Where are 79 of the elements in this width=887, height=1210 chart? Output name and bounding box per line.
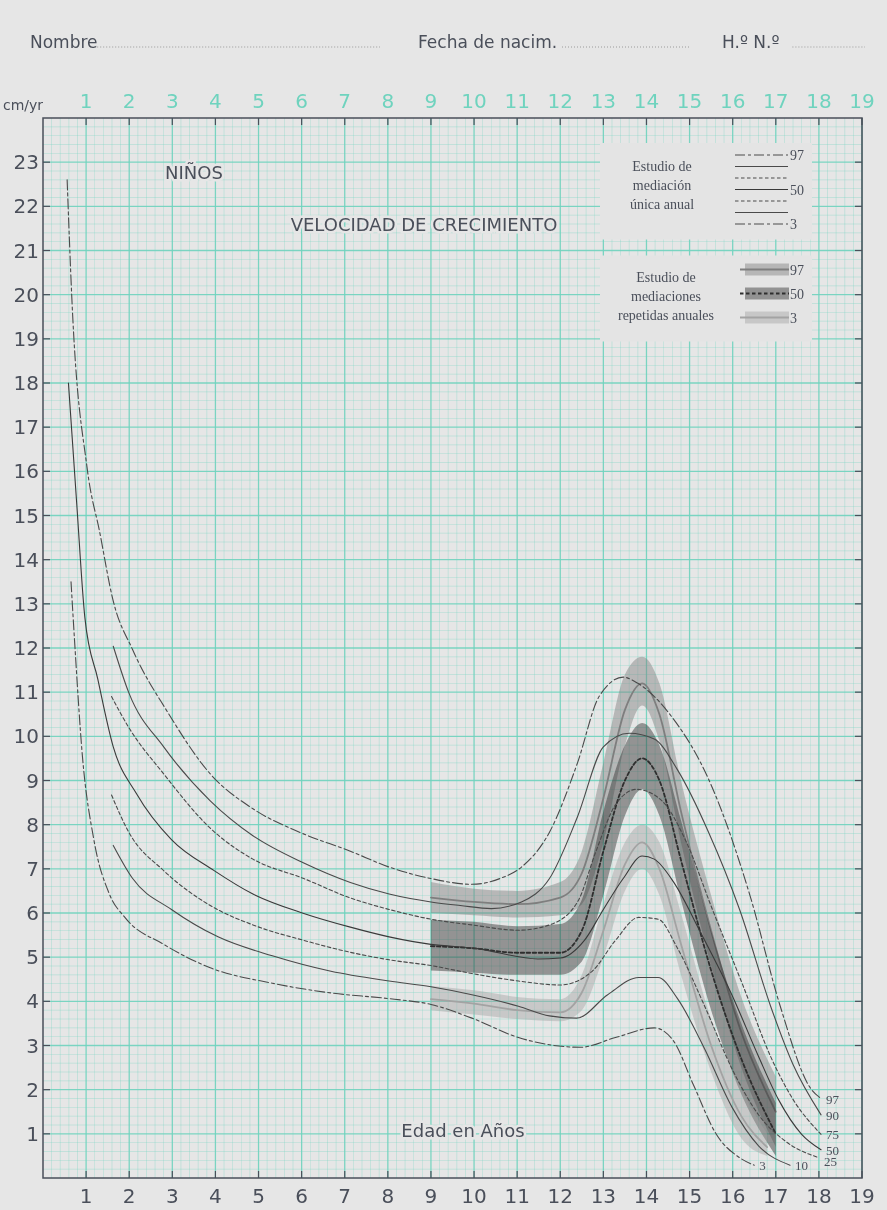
x-tick-label: 7 [338,89,352,113]
y-tick-label: 7 [26,856,39,881]
x-tick-label: 2 [122,89,136,113]
y-tick-label: 22 [13,194,39,219]
y-tick-label: 17 [13,415,39,440]
x-tick-label: 12 [547,89,573,113]
x-tick-label: 6 [295,89,308,113]
x2-tick-label: 4 [209,1184,222,1208]
y-tick-label: 20 [13,282,39,307]
y-tick-label: 8 [26,812,39,837]
series-label: 75 [826,1127,840,1143]
y-axis-title: cm/yr [3,97,44,113]
x2-tick-label: 3 [165,1184,179,1208]
legend-label: 97 [790,148,804,163]
x2-tick-label: 9 [424,1184,438,1208]
x-tick-label: 16 [719,89,746,113]
text: 97 [826,1091,840,1107]
legend-label: 3 [790,217,797,232]
x2-tick-label: 15 [676,1184,703,1208]
x2-tick-label: 10 [461,1184,487,1208]
y-tick-label: 6 [26,901,39,925]
legend-label: 50 [790,286,804,302]
x-tick-label: 1 [79,89,93,113]
x-tick-label: 5 [252,89,265,113]
y-tick-label: 2 [26,1077,39,1102]
x2-tick-label: 6 [295,1184,308,1208]
x-tick-label: 14 [633,89,660,113]
y-tick-label: 18 [13,371,39,395]
y-tick-label: 13 [13,591,39,616]
x-tick-label: 3 [165,89,179,113]
text: 50 [826,1142,840,1158]
annotation: Estudio de mediaciones repetidas anuales [617,269,715,323]
y-tick-label: 12 [13,636,39,660]
text: Nombre [30,32,98,52]
x-tick-label: 10 [461,89,487,113]
legend-label: 97 [790,262,804,278]
y-tick-label: 9 [26,768,39,793]
x2-tick-label: 16 [719,1184,746,1208]
series-label: 10 [795,1158,809,1174]
y-tick-label: 21 [13,238,39,263]
x2-tick-label: 8 [381,1184,395,1208]
x-tick-label: 19 [849,89,875,113]
x2-tick-label: 19 [849,1184,875,1208]
series-label: 90 [826,1107,840,1123]
legend-label: 50 [790,182,804,198]
y-tick-label: 23 [13,150,39,175]
x-tick-label: 4 [209,89,222,113]
y-tick-label: 11 [13,680,39,705]
text: Fecha de nacim. [418,32,558,52]
y-tick-label: 4 [26,989,39,1014]
x2-tick-label: 11 [504,1184,530,1208]
x2-tick-label: 5 [252,1184,265,1208]
x2-tick-label: 14 [633,1184,660,1208]
y-tick-label: 19 [13,326,39,351]
x2-tick-label: 17 [763,1184,789,1208]
text: H.º N.º [722,32,780,52]
text: 3 [759,1158,766,1174]
x2-tick-label: 12 [547,1184,573,1208]
x2-tick-label: 7 [338,1184,352,1208]
x-tick-label: 9 [424,89,438,113]
x2-tick-label: 2 [122,1184,136,1208]
annotation: Estudio de mediación única anual [629,159,695,212]
y-tick-label: 10 [13,724,39,749]
x-tick-label: 15 [676,89,703,113]
x-tick-label: 8 [381,89,395,113]
x2-tick-label: 18 [806,1184,832,1208]
y-tick-label: 15 [13,503,39,528]
y-tick-label: 5 [26,945,39,970]
x2-tick-label: 13 [590,1184,617,1208]
x-tick-label: 13 [590,89,617,113]
y-tick-label: 1 [26,1121,39,1146]
legend-label: 3 [790,310,797,326]
x-tick-label: 18 [806,89,832,113]
y-tick-label: 16 [13,459,39,484]
x-tick-label: 17 [763,89,789,113]
x-tick-label: 11 [504,89,530,113]
y-tick-label: 3 [26,1033,39,1058]
y-tick-label: 14 [13,547,39,572]
x2-tick-label: 1 [79,1184,93,1208]
